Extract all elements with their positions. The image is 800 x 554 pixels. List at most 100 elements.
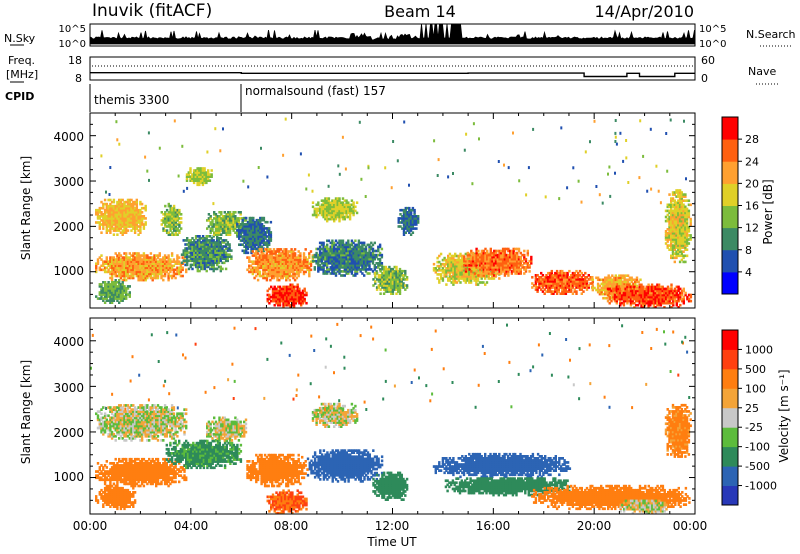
power-cell-2 — [100, 289, 103, 292]
power-cell-9 — [296, 299, 299, 303]
power-cell-12 — [388, 265, 391, 269]
power-cell-11 — [329, 213, 332, 217]
power-cell-12 — [384, 265, 388, 269]
power-cell-10 — [380, 253, 384, 257]
power-cell-8 — [272, 258, 276, 261]
power-cell-16 — [568, 280, 571, 283]
power-cell-15 — [517, 259, 521, 263]
power-cell-18 — [622, 297, 626, 301]
power-cell-12 — [400, 269, 403, 273]
power-cell-13 — [408, 208, 411, 212]
power-cell-12 — [381, 267, 384, 271]
power-cell-7 — [243, 229, 246, 232]
power-cell-11 — [329, 203, 332, 207]
power-cell-0 — [109, 204, 112, 208]
power-cell-10 — [352, 251, 355, 255]
power-cell-14 — [457, 262, 460, 266]
power-cell-10 — [366, 264, 369, 267]
power-cell-7 — [239, 231, 243, 234]
power-cell-10 — [317, 259, 320, 263]
power-cell-0 — [112, 221, 116, 224]
power-cell-8 — [283, 250, 286, 253]
power-cell-15 — [493, 255, 496, 259]
power-cell-13 — [397, 217, 400, 220]
power-cell-9 — [287, 295, 290, 299]
power-cell-0 — [105, 204, 108, 208]
power-cell-5 — [209, 227, 212, 230]
power-cell-7 — [253, 220, 257, 224]
power-cell-1 — [163, 270, 167, 274]
power-cell-7 — [262, 225, 266, 228]
power-cell-12 — [388, 288, 391, 291]
power-cell-10 — [336, 249, 339, 253]
power-cell-2 — [98, 291, 101, 294]
power-cell-0 — [109, 198, 112, 202]
power-cell-4 — [207, 249, 210, 252]
power-cell-0 — [133, 231, 137, 234]
power-cell-9 — [277, 291, 280, 295]
power-cell-1 — [172, 264, 176, 268]
power-cell-13 — [413, 219, 416, 222]
power-cell-10 — [341, 251, 345, 255]
power-cell-10 — [338, 251, 341, 255]
power-cell-8 — [276, 270, 279, 274]
power-cell-7 — [253, 241, 257, 244]
power-cell-2 — [116, 297, 119, 300]
power-cell-8 — [256, 264, 260, 268]
power-cell-15 — [510, 264, 514, 267]
power-cell-1 — [125, 260, 128, 263]
power-cell-8 — [274, 256, 277, 259]
power-cell-18 — [626, 297, 629, 301]
power-cell-14 — [450, 258, 453, 262]
power-cell-17 — [612, 280, 616, 284]
power-cell-11 — [333, 201, 336, 204]
power-cell-8 — [283, 256, 286, 259]
power-cell-4 — [198, 235, 201, 238]
power-cell-2 — [128, 295, 131, 298]
power-cell-10 — [366, 262, 369, 265]
power-cell-4 — [226, 259, 229, 263]
power-cell-15 — [493, 274, 496, 277]
power-cell-5 — [218, 221, 221, 224]
power-cell-16 — [557, 284, 560, 287]
power-cell-7 — [243, 239, 246, 242]
power-cell-16 — [570, 276, 573, 279]
power-cell-14 — [469, 281, 473, 284]
power-cell-7 — [268, 227, 271, 230]
power-cell-13 — [413, 213, 416, 216]
power-cell-9 — [273, 297, 276, 301]
power-cell-9 — [291, 285, 294, 289]
power-cell-8 — [258, 248, 261, 251]
power-cell-16 — [545, 286, 548, 289]
power-cell-0 — [123, 231, 126, 234]
power-cell-15 — [500, 253, 503, 257]
power-cell-1 — [98, 268, 101, 272]
power-cell-13 — [401, 208, 404, 212]
power-cell-4 — [198, 255, 201, 258]
power-cell-16 — [575, 269, 578, 273]
power-cell-16 — [571, 271, 575, 275]
power-cell-4 — [189, 263, 192, 267]
power-cell-10 — [363, 264, 366, 267]
power-cell-12 — [400, 282, 403, 285]
power-cell-3 — [172, 219, 176, 222]
power-cell-15 — [524, 259, 528, 263]
power-cell-3 — [178, 213, 181, 216]
power-cell-13 — [409, 229, 413, 232]
power-cell-4 — [207, 247, 210, 250]
power-cell-14 — [454, 262, 457, 266]
power-cell-15 — [463, 257, 466, 261]
power-cell-18 — [633, 291, 636, 295]
power-cell-4 — [214, 257, 217, 260]
power-cell-6 — [203, 173, 206, 176]
power-cell-7 — [260, 231, 264, 234]
power-cell-0 — [107, 219, 110, 222]
power-cell-1 — [144, 272, 147, 276]
power-cell-1 — [112, 272, 116, 276]
power-cell-18 — [610, 289, 613, 293]
power-cell-5 — [239, 211, 242, 214]
power-cell-5 — [216, 217, 219, 220]
power-cell-0 — [109, 221, 112, 224]
power-cell-10 — [371, 247, 375, 251]
power-cell-13 — [402, 219, 406, 222]
